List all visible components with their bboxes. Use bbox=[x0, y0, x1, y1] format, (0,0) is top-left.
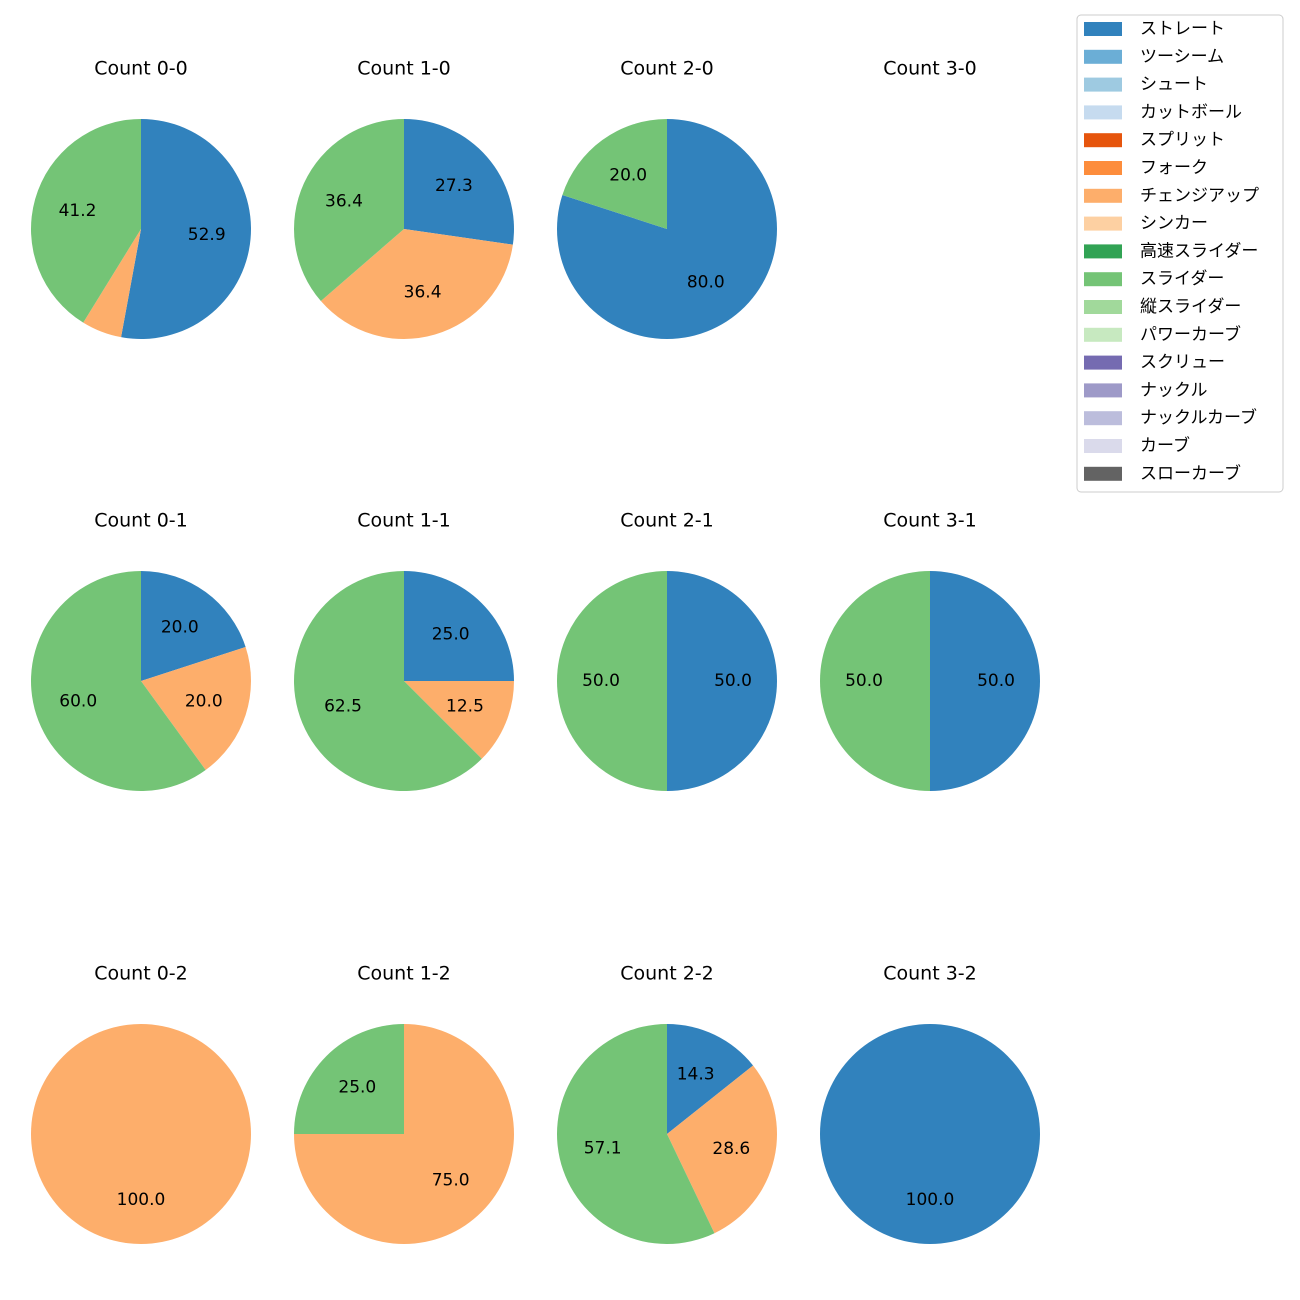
value-label: 60.0 bbox=[59, 691, 97, 711]
value-label: 12.5 bbox=[446, 696, 484, 716]
value-label: 41.2 bbox=[59, 201, 97, 221]
legend-swatch bbox=[1084, 355, 1122, 370]
legend-swatch bbox=[1084, 133, 1122, 148]
legend-swatch bbox=[1084, 105, 1122, 120]
value-label: 80.0 bbox=[687, 272, 725, 292]
pie-slice bbox=[667, 1065, 777, 1234]
value-label: 75.0 bbox=[432, 1171, 470, 1191]
value-label: 50.0 bbox=[582, 671, 620, 691]
pie-title: Count 3-1 bbox=[883, 510, 977, 532]
pie-title: Count 1-0 bbox=[357, 58, 451, 80]
legend-label: スライダー bbox=[1140, 269, 1224, 289]
legend-swatch bbox=[1084, 49, 1122, 64]
pie-slice bbox=[820, 571, 930, 791]
pie-slice bbox=[404, 571, 514, 681]
legend-label: シュート bbox=[1140, 75, 1208, 95]
legend-label: ナックルカーブ bbox=[1140, 407, 1257, 428]
pie-title: Count 3-2 bbox=[883, 963, 977, 985]
value-label: 100.0 bbox=[906, 1190, 955, 1210]
pie-title: Count 0-1 bbox=[94, 510, 188, 532]
legend-label: スクリュー bbox=[1140, 353, 1225, 373]
pie-slice bbox=[930, 571, 1040, 791]
pie-title: Count 0-2 bbox=[94, 963, 188, 985]
legend-swatch bbox=[1084, 188, 1122, 203]
pie-slice bbox=[294, 118, 404, 302]
value-label: 57.1 bbox=[584, 1139, 622, 1159]
value-label: 28.6 bbox=[712, 1139, 750, 1159]
pie-slice bbox=[667, 571, 777, 791]
legend-label: スローカーブ bbox=[1140, 463, 1241, 484]
legend-swatch bbox=[1084, 77, 1122, 92]
legend-swatch bbox=[1084, 244, 1122, 259]
legend-swatch bbox=[1084, 300, 1122, 314]
value-label: 20.0 bbox=[161, 618, 199, 638]
pie-slice bbox=[83, 229, 141, 338]
pie-slice bbox=[141, 571, 246, 681]
pie-title: Count 2-2 bbox=[620, 963, 714, 985]
pie-slice bbox=[294, 1024, 404, 1134]
pie-slice bbox=[556, 1024, 715, 1244]
legend-label: ツーシーム bbox=[1140, 47, 1224, 67]
value-label: 100.0 bbox=[117, 1190, 166, 1210]
legend-label: ナックル bbox=[1140, 380, 1208, 400]
pie-title: Count 2-1 bbox=[620, 510, 714, 532]
pie-title: Count 0-0 bbox=[94, 58, 188, 80]
legend-label: チェンジアップ bbox=[1140, 186, 1259, 206]
value-label: 27.3 bbox=[435, 176, 473, 196]
legend-label: パワーカーブ bbox=[1140, 324, 1241, 345]
pie-slice bbox=[404, 119, 514, 245]
legend-label: カーブ bbox=[1140, 435, 1190, 456]
pie-slice bbox=[293, 571, 482, 791]
legend-swatch bbox=[1084, 383, 1122, 398]
value-label: 52.9 bbox=[188, 225, 226, 245]
pie-slice bbox=[320, 229, 513, 339]
legend-box bbox=[1076, 14, 1284, 493]
value-label: 50.0 bbox=[977, 671, 1015, 691]
pie-title: Count 1-2 bbox=[357, 963, 451, 985]
pie-slice bbox=[30, 119, 141, 323]
legend-swatch bbox=[1084, 161, 1122, 175]
legend-swatch bbox=[1084, 327, 1122, 342]
pie-title: Count 3-0 bbox=[883, 58, 977, 80]
value-label: 50.0 bbox=[714, 671, 752, 691]
value-label: 14.3 bbox=[677, 1065, 715, 1085]
pie-slice bbox=[667, 1024, 754, 1134]
legend-swatch bbox=[1084, 216, 1122, 231]
legend-label: ストレート bbox=[1140, 19, 1225, 39]
legend-swatch bbox=[1084, 411, 1122, 426]
pie-slice bbox=[121, 119, 251, 339]
value-label: 36.4 bbox=[325, 192, 363, 212]
legend-label: カットボール bbox=[1140, 102, 1242, 122]
pie-slice bbox=[820, 1024, 1040, 1244]
legend-swatch bbox=[1084, 22, 1122, 36]
pie-slice bbox=[141, 647, 251, 770]
legend-label: 縦スライダー bbox=[1140, 297, 1241, 317]
value-label: 20.0 bbox=[609, 166, 647, 186]
legend-label: 高速スライダー bbox=[1140, 241, 1258, 261]
pie-slice bbox=[404, 681, 514, 759]
value-label: 50.0 bbox=[845, 671, 883, 691]
value-label: 25.0 bbox=[432, 624, 470, 644]
legend-label: フォーク bbox=[1140, 158, 1208, 178]
value-label: 62.5 bbox=[324, 696, 362, 716]
value-label: 25.0 bbox=[338, 1077, 376, 1097]
pie-slice bbox=[557, 571, 667, 791]
pie-title: Count 2-0 bbox=[620, 58, 714, 80]
legend-swatch bbox=[1084, 272, 1122, 287]
pie-title: Count 1-1 bbox=[357, 510, 451, 532]
pie-slice bbox=[31, 571, 206, 791]
legend-swatch bbox=[1084, 466, 1122, 481]
value-label: 36.4 bbox=[404, 282, 442, 302]
value-label: 20.0 bbox=[185, 691, 223, 711]
pie-slice bbox=[31, 1024, 251, 1244]
pie-slice bbox=[562, 119, 667, 229]
legend-label: シンカー bbox=[1140, 214, 1208, 234]
legend-label: スプリット bbox=[1140, 130, 1225, 150]
legend-swatch bbox=[1084, 439, 1122, 453]
